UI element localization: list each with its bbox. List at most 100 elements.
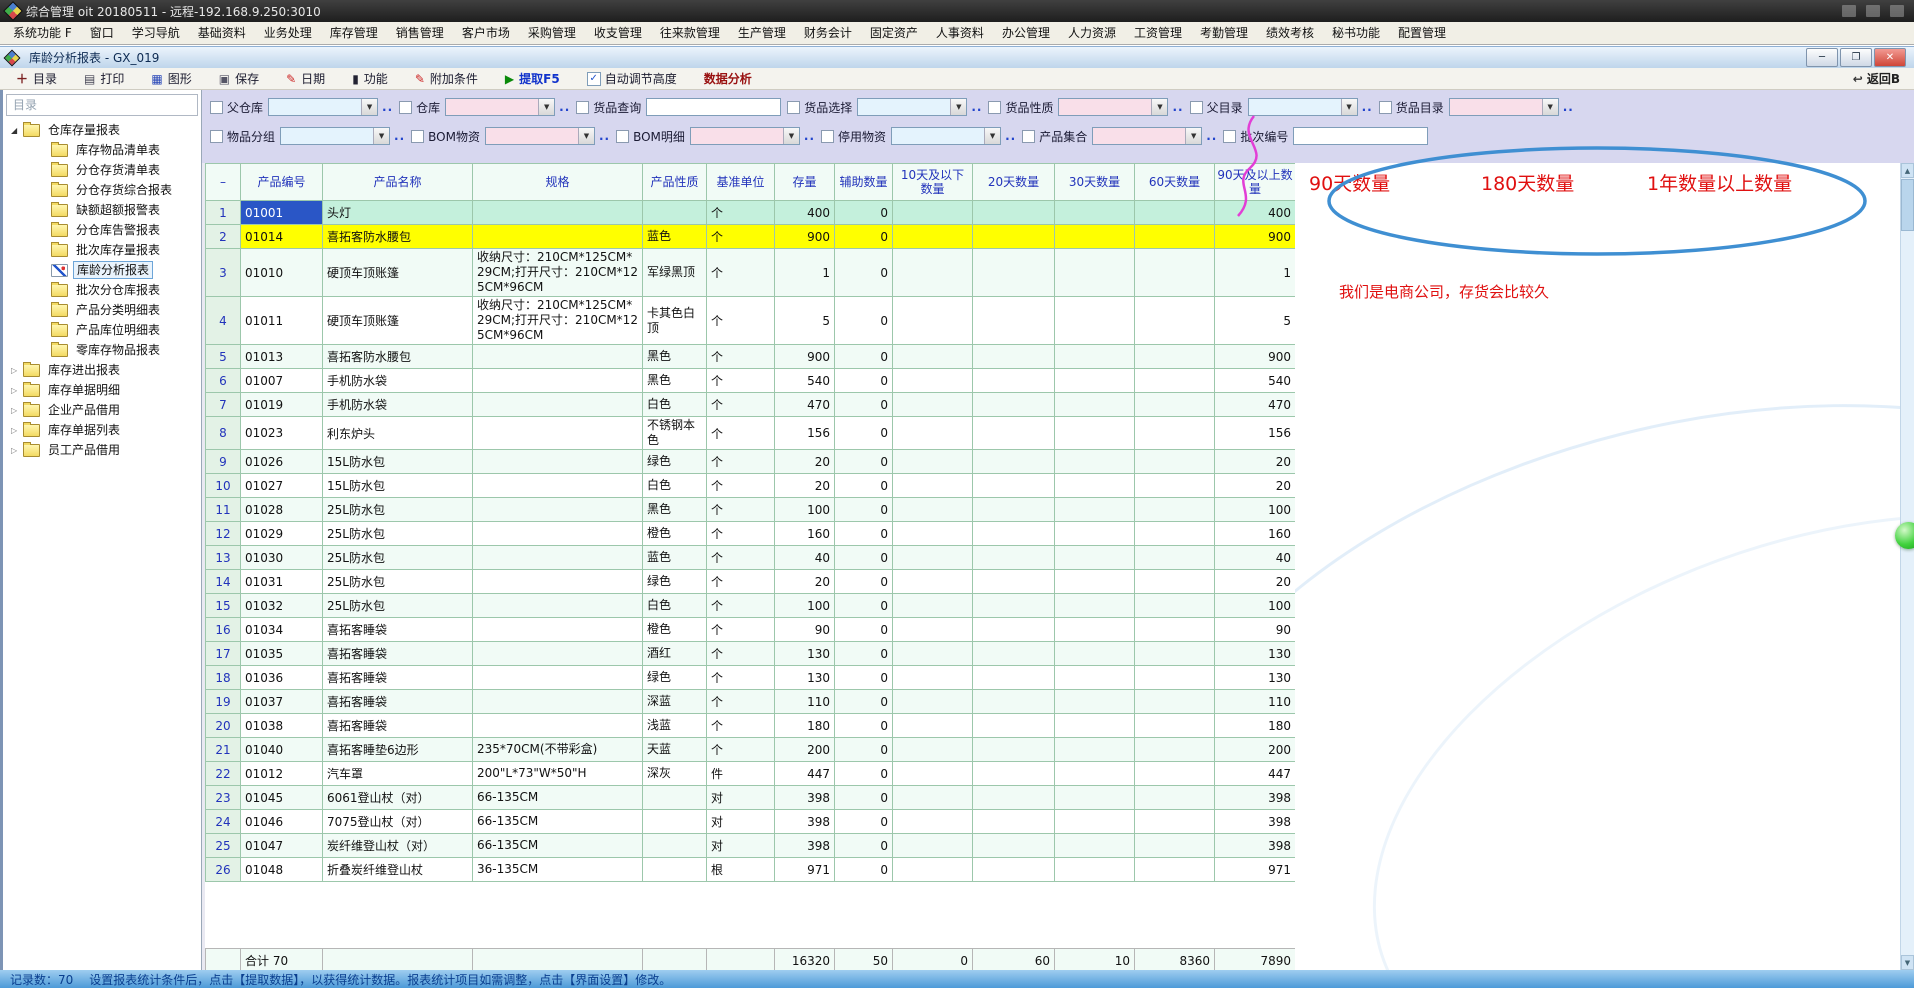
filter-dropdown[interactable]: ▼ (1293, 127, 1429, 145)
vertical-scrollbar[interactable]: ▲ ▼ (1900, 163, 1914, 970)
tray-icon[interactable] (1842, 5, 1856, 17)
tree-item[interactable]: 库存单据明细 (3, 380, 201, 400)
filter-checkbox[interactable] (616, 129, 630, 143)
table-row[interactable]: 14 01031 25L防水包 绿色 个 20 0 20 (205, 569, 1295, 594)
column-header[interactable]: 规格 (472, 163, 643, 201)
tree-item[interactable]: 批次库存量报表 (3, 240, 201, 260)
tree-item[interactable]: 分仓存货综合报表 (3, 180, 201, 200)
tree-expander-icon[interactable] (11, 386, 23, 395)
tree-item[interactable]: 库存进出报表 (3, 360, 201, 380)
filter-checkbox[interactable] (988, 100, 1002, 114)
table-row[interactable]: 17 01035 喜拓客睡袋 酒红 个 130 0 130 (205, 641, 1295, 666)
filter-checkbox[interactable] (1223, 129, 1237, 143)
filter-dropdown[interactable]: ▼ (484, 127, 595, 145)
tree-expander-icon[interactable] (11, 366, 23, 375)
tray-icon[interactable] (1890, 5, 1904, 17)
filter-browse-dots[interactable]: .. (394, 129, 406, 143)
column-header[interactable]: 20天数量 (972, 163, 1055, 201)
filter-checkbox[interactable] (399, 100, 413, 114)
tree-expander-icon[interactable] (11, 406, 23, 415)
tree-item[interactable]: 产品分类明细表 (3, 300, 201, 320)
menu-item[interactable]: 学习导航 (131, 26, 180, 40)
table-row[interactable]: 23 01045 6061登山杖（对） 66-135CM 对 398 0 398 (205, 785, 1295, 810)
tree-expander-icon[interactable] (11, 446, 23, 455)
splitter[interactable] (202, 163, 205, 970)
menu-item[interactable]: 系统功能 F (13, 26, 72, 40)
filter-dropdown[interactable]: ▼ (891, 127, 1002, 145)
tree-item[interactable]: 员工产品借用 (3, 440, 201, 460)
toolbar-button[interactable]: 目录 (16, 70, 57, 87)
table-row[interactable]: 21 01040 喜拓客睡垫6边形 235*70CM(不带彩盒) 天蓝 个 20… (205, 737, 1295, 762)
table-row[interactable]: 24 01046 7075登山杖（对） 66-135CM 对 398 0 398 (205, 809, 1295, 834)
table-row[interactable]: 9 01026 15L防水包 绿色 个 20 0 20 (205, 449, 1295, 474)
filter-checkbox[interactable] (210, 100, 223, 114)
floating-assistant-ball[interactable] (1895, 522, 1914, 549)
toolbar-button[interactable]: 功能 (352, 70, 388, 87)
filter-dropdown[interactable]: ▼ (1448, 98, 1559, 116)
table-row[interactable]: 1 01001 头灯 个 400 0 400 (205, 200, 1295, 225)
filter-dropdown[interactable]: ▼ (1247, 98, 1358, 116)
table-row[interactable]: 15 01032 25L防水包 白色 个 100 0 100 (205, 593, 1295, 618)
tree-item[interactable]: 分仓存货清单表 (3, 160, 201, 180)
filter-dropdown[interactable]: ▼ (857, 98, 968, 116)
column-header[interactable]: 产品编号 (240, 163, 323, 201)
filter-browse-dots[interactable]: .. (1361, 100, 1373, 114)
column-header[interactable]: 10天及以下数量 (892, 163, 973, 201)
tree-item[interactable]: 批次分仓库报表 (3, 280, 201, 300)
filter-browse-dots[interactable]: .. (971, 100, 983, 114)
table-row[interactable]: 7 01019 手机防水袋 白色 个 470 0 470 (205, 392, 1295, 417)
table-row[interactable]: 20 01038 喜拓客睡袋 浅蓝 个 180 0 180 (205, 713, 1295, 738)
column-header[interactable]: 存量 (774, 163, 835, 201)
toolbar-button[interactable]: 保存 (219, 70, 259, 87)
data-analysis-button[interactable]: 数据分析 (703, 72, 752, 86)
filter-dropdown[interactable]: ▼ (445, 98, 556, 116)
table-row[interactable]: 4 01011 硬顶车顶账篷 收纳尺寸：210CM*125CM*29CM;打开尺… (205, 296, 1295, 345)
tree-item[interactable]: 分仓库告警报表 (3, 220, 201, 240)
tray-icon[interactable] (1866, 5, 1880, 17)
menu-item[interactable]: 绩效考核 (1266, 26, 1315, 40)
menu-item[interactable]: 销售管理 (395, 26, 444, 40)
tree-expander-icon[interactable] (11, 126, 23, 135)
filter-browse-dots[interactable]: .. (1172, 100, 1184, 114)
table-row[interactable]: 13 01030 25L防水包 蓝色 个 40 0 40 (205, 545, 1295, 570)
menu-item[interactable]: 办公管理 (1001, 26, 1050, 40)
return-button[interactable]: 返回B (1853, 70, 1900, 87)
table-row[interactable]: 2 01014 喜拓客防水腰包 蓝色 个 900 0 900 (205, 224, 1295, 249)
filter-dropdown[interactable]: ▼ (1058, 98, 1169, 116)
filter-browse-dots[interactable]: .. (1005, 129, 1017, 143)
filter-dropdown[interactable]: ▼ (1092, 127, 1203, 145)
filter-browse-dots[interactable]: .. (382, 100, 394, 114)
column-header[interactable]: 60天数量 (1134, 163, 1215, 201)
filter-browse-dots[interactable]: .. (598, 129, 611, 143)
filter-dropdown[interactable]: ▼ (280, 127, 391, 145)
tree-item[interactable]: 零库存物品报表 (3, 340, 201, 360)
menu-item[interactable]: 基础资料 (197, 26, 246, 40)
column-header[interactable]: 30天数量 (1054, 163, 1135, 201)
table-row[interactable]: 19 01037 喜拓客睡袋 深蓝 个 110 0 110 (205, 689, 1295, 714)
table-row[interactable]: 10 01027 15L防水包 白色 个 20 0 20 (205, 473, 1295, 498)
toolbar-button[interactable]: 日期 (286, 70, 325, 87)
tree-item[interactable]: 仓库存量报表 (3, 120, 201, 140)
column-header[interactable]: 产品性质 (642, 163, 707, 201)
filter-checkbox[interactable] (1378, 100, 1392, 114)
filter-browse-dots[interactable]: .. (559, 100, 571, 114)
minimize-button[interactable]: ─ (1806, 48, 1838, 67)
tree-item[interactable]: 缺额超额报警表 (3, 200, 201, 220)
menu-item[interactable]: 人力资源 (1067, 26, 1116, 40)
menu-item[interactable]: 生产管理 (737, 26, 786, 40)
menu-item[interactable]: 采购管理 (527, 26, 576, 40)
tree-expander-icon[interactable] (11, 426, 23, 435)
filter-checkbox[interactable] (576, 100, 590, 114)
table-row[interactable]: 25 01047 炭纤维登山杖（对） 66-135CM 对 398 0 398 (205, 833, 1295, 858)
menu-item[interactable]: 往来款管理 (659, 26, 720, 40)
filter-checkbox[interactable] (210, 129, 223, 143)
table-row[interactable]: 6 01007 手机防水袋 黑色 个 540 0 540 (205, 368, 1295, 393)
table-row[interactable]: 5 01013 喜拓客防水腰包 黑色 个 900 0 900 (205, 344, 1295, 369)
column-header[interactable]: 辅助数量 (834, 163, 893, 201)
menu-item[interactable]: 人事资料 (935, 26, 984, 40)
table-row[interactable]: 12 01029 25L防水包 橙色 个 160 0 160 (205, 521, 1295, 546)
menu-item[interactable]: 窗口 (89, 26, 114, 40)
scrollbar-thumb[interactable] (1901, 179, 1914, 231)
column-header[interactable]: 产品名称 (322, 163, 473, 201)
table-row[interactable]: 18 01036 喜拓客睡袋 绿色 个 130 0 130 (205, 665, 1295, 690)
